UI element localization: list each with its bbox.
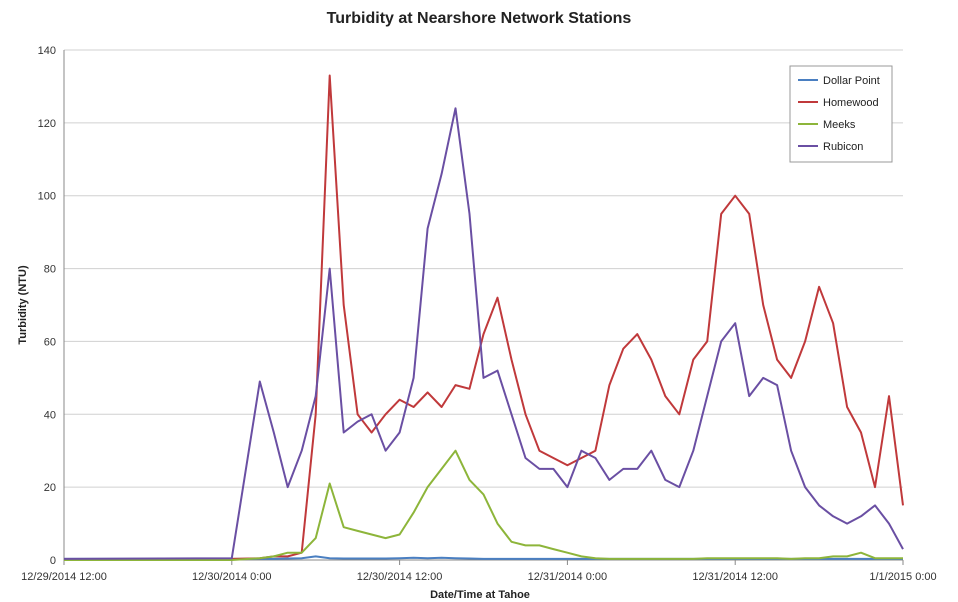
y-tick-label: 120 <box>38 118 56 130</box>
x-tick-label: 12/31/2014 0:00 <box>528 571 608 583</box>
legend-label: Meeks <box>823 119 856 131</box>
series-line-homewood <box>63 74 904 561</box>
y-tick-label: 60 <box>44 336 56 348</box>
x-axis-ticks: 12/29/2014 12:00 12/30/2014 0:00 12/30/201… <box>21 560 937 583</box>
x-tick-label: 12/30/2014 0:00 <box>192 571 272 583</box>
y-axis-title: Turbidity (NTU) <box>17 265 29 345</box>
y-tick-label: 100 <box>38 191 56 203</box>
y-tick-label: 80 <box>44 264 56 276</box>
data-series <box>63 74 904 561</box>
x-tick-label: 12/30/2014 12:00 <box>357 571 443 583</box>
series-line-rubicon <box>63 107 904 560</box>
legend: Dollar Point Homewood Meeks Rubicon <box>789 65 893 163</box>
x-tick-label: 1/1/2015 0:00 <box>869 571 936 583</box>
legend-label: Homewood <box>823 97 879 109</box>
gridlines <box>63 49 903 561</box>
y-tick-label: 140 <box>38 45 56 57</box>
y-axis-ticks: 0 20 40 60 80 100 120 140 <box>38 45 56 567</box>
legend-label: Dollar Point <box>823 75 880 87</box>
series-line-meeks <box>64 449 903 561</box>
y-tick-label: 0 <box>50 555 56 567</box>
legend-label: Rubicon <box>823 141 863 153</box>
x-axis-title: Date/Time at Tahoe <box>430 589 530 601</box>
chart-title: Turbidity at Nearshore Network Stations <box>327 10 632 27</box>
y-tick-label: 40 <box>44 409 56 421</box>
y-tick-label: 20 <box>44 482 56 494</box>
x-tick-label: 12/29/2014 12:00 <box>21 571 107 583</box>
x-tick-label: 12/31/2014 12:00 <box>692 571 778 583</box>
